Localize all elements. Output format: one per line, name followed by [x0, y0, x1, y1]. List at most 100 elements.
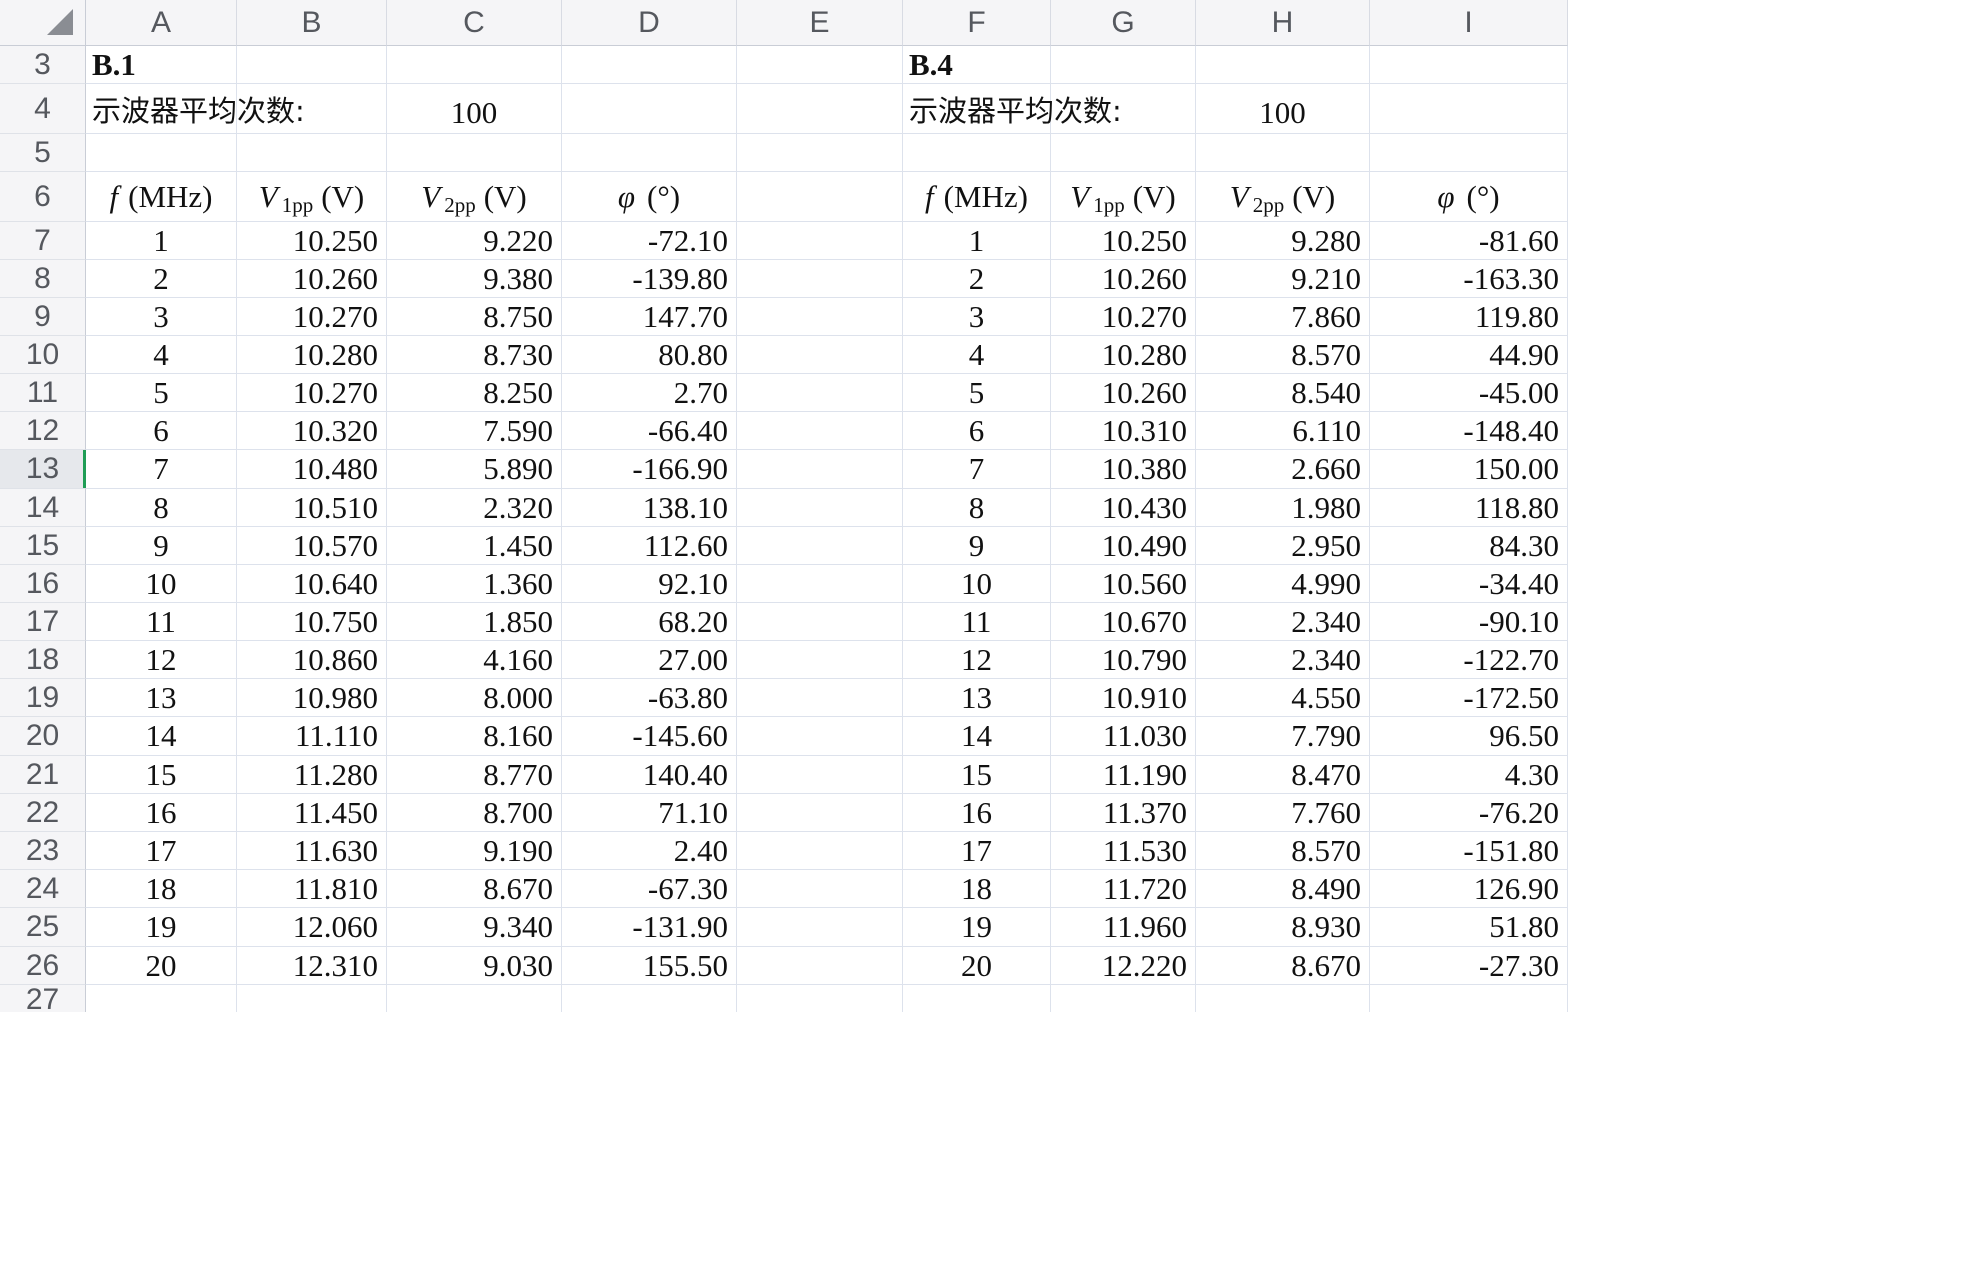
cell[interactable]	[1051, 84, 1196, 134]
row-header-25[interactable]: 25	[0, 908, 86, 947]
b1-v1pp-cell[interactable]: 10.640	[237, 565, 387, 603]
b4-phase-cell[interactable]: 84.30	[1370, 527, 1568, 565]
b4-v2pp-cell[interactable]: 2.340	[1196, 603, 1370, 641]
b1-phase-cell[interactable]: 92.10	[562, 565, 737, 603]
b1-frequency-cell[interactable]: 16	[86, 794, 237, 832]
b4-header-v1pp[interactable]: V 1pp (V)	[1051, 172, 1196, 222]
b4-v2pp-cell[interactable]: 8.570	[1196, 336, 1370, 374]
b4-v2pp-cell[interactable]: 4.990	[1196, 565, 1370, 603]
b1-header-v2pp[interactable]: V 2pp (V)	[387, 172, 562, 222]
b1-frequency-cell[interactable]: 7	[86, 450, 237, 489]
b1-frequency-cell[interactable]: 6	[86, 412, 237, 450]
b1-phase-cell[interactable]: 2.70	[562, 374, 737, 412]
b4-frequency-cell[interactable]: 1	[903, 222, 1051, 260]
b1-v1pp-cell[interactable]: 11.280	[237, 756, 387, 794]
b4-v2pp-cell[interactable]: 6.110	[1196, 412, 1370, 450]
row-header-24[interactable]: 24	[0, 870, 86, 908]
cell[interactable]	[737, 641, 903, 679]
b4-v1pp-cell[interactable]: 10.560	[1051, 565, 1196, 603]
b4-header-frequency[interactable]: f (MHz)	[903, 172, 1051, 222]
b4-frequency-cell[interactable]: 8	[903, 489, 1051, 527]
b1-frequency-cell[interactable]: 5	[86, 374, 237, 412]
b1-phase-cell[interactable]: -66.40	[562, 412, 737, 450]
b4-frequency-cell[interactable]: 20	[903, 947, 1051, 985]
b4-average-count-value[interactable]: 100	[1196, 84, 1370, 134]
cell[interactable]	[737, 603, 903, 641]
cell[interactable]	[562, 46, 737, 84]
b4-v1pp-cell[interactable]: 11.030	[1051, 717, 1196, 756]
b1-phase-cell[interactable]: -63.80	[562, 679, 737, 717]
b4-frequency-cell[interactable]: 10	[903, 565, 1051, 603]
row-header-13[interactable]: 13	[0, 450, 86, 489]
b4-v1pp-cell[interactable]: 11.530	[1051, 832, 1196, 870]
b1-v1pp-cell[interactable]: 10.250	[237, 222, 387, 260]
b4-frequency-cell[interactable]: 7	[903, 450, 1051, 489]
b1-phase-cell[interactable]: -145.60	[562, 717, 737, 756]
cell[interactable]	[237, 134, 387, 172]
row-header-27[interactable]: 27	[0, 983, 86, 1012]
b1-v2pp-cell[interactable]: 1.850	[387, 603, 562, 641]
b1-v2pp-cell[interactable]: 1.360	[387, 565, 562, 603]
b4-v1pp-cell[interactable]: 11.370	[1051, 794, 1196, 832]
b4-v2pp-cell[interactable]: 7.760	[1196, 794, 1370, 832]
row-header-21[interactable]: 21	[0, 756, 86, 794]
b4-v2pp-cell[interactable]: 8.490	[1196, 870, 1370, 908]
b4-frequency-cell[interactable]: 12	[903, 641, 1051, 679]
row-header-17[interactable]: 17	[0, 603, 86, 641]
cell[interactable]	[387, 985, 562, 1012]
b4-frequency-cell[interactable]: 4	[903, 336, 1051, 374]
b4-frequency-cell[interactable]: 3	[903, 298, 1051, 336]
b1-v1pp-cell[interactable]: 10.480	[237, 450, 387, 489]
column-header-a[interactable]: A	[86, 0, 237, 46]
b4-phase-cell[interactable]: 96.50	[1370, 717, 1568, 756]
b4-phase-cell[interactable]: -172.50	[1370, 679, 1568, 717]
b1-v2pp-cell[interactable]: 8.000	[387, 679, 562, 717]
b4-frequency-cell[interactable]: 9	[903, 527, 1051, 565]
cell[interactable]	[237, 46, 387, 84]
b4-v2pp-cell[interactable]: 4.550	[1196, 679, 1370, 717]
b1-v1pp-cell[interactable]: 10.570	[237, 527, 387, 565]
b1-v1pp-cell[interactable]: 10.510	[237, 489, 387, 527]
cell[interactable]	[1196, 134, 1370, 172]
cell[interactable]	[387, 134, 562, 172]
row-header-4[interactable]: 4	[0, 84, 86, 134]
spreadsheet-grid[interactable]: A B C D E F G H I 3 4 5 6 7 8 9 10 11 12 13 14 15 16 17 18 19 20 21…	[0, 0, 1568, 1012]
b4-phase-cell[interactable]: 51.80	[1370, 908, 1568, 947]
b1-frequency-cell[interactable]: 20	[86, 947, 237, 985]
cell[interactable]	[737, 450, 903, 489]
b1-phase-cell[interactable]: 27.00	[562, 641, 737, 679]
b1-v1pp-cell[interactable]: 10.320	[237, 412, 387, 450]
b1-phase-cell[interactable]: -67.30	[562, 870, 737, 908]
b4-v1pp-cell[interactable]: 11.190	[1051, 756, 1196, 794]
b4-phase-cell[interactable]: 44.90	[1370, 336, 1568, 374]
b4-phase-cell[interactable]: 4.30	[1370, 756, 1568, 794]
column-header-i[interactable]: I	[1370, 0, 1568, 46]
b1-frequency-cell[interactable]: 3	[86, 298, 237, 336]
b1-phase-cell[interactable]: -139.80	[562, 260, 737, 298]
b1-frequency-cell[interactable]: 11	[86, 603, 237, 641]
b4-v2pp-cell[interactable]: 2.660	[1196, 450, 1370, 489]
b4-phase-cell[interactable]: -27.30	[1370, 947, 1568, 985]
b1-frequency-cell[interactable]: 15	[86, 756, 237, 794]
cell[interactable]	[737, 260, 903, 298]
cell[interactable]	[737, 794, 903, 832]
b1-average-count-value[interactable]: 100	[387, 84, 562, 134]
b4-header-phase[interactable]: φ (°)	[1370, 172, 1568, 222]
row-header-15[interactable]: 15	[0, 527, 86, 565]
b1-v1pp-cell[interactable]: 12.060	[237, 908, 387, 947]
b4-frequency-cell[interactable]: 16	[903, 794, 1051, 832]
b4-phase-cell[interactable]: -122.70	[1370, 641, 1568, 679]
b1-phase-cell[interactable]: -72.10	[562, 222, 737, 260]
b1-average-count-label[interactable]: 示波器平均次数:	[86, 84, 305, 134]
b4-frequency-cell[interactable]: 13	[903, 679, 1051, 717]
row-header-20[interactable]: 20	[0, 717, 86, 756]
b4-v1pp-cell[interactable]: 11.720	[1051, 870, 1196, 908]
row-header-8[interactable]: 8	[0, 260, 86, 298]
b1-v2pp-cell[interactable]: 8.730	[387, 336, 562, 374]
cell[interactable]	[1196, 985, 1370, 1012]
b4-v2pp-cell[interactable]: 8.930	[1196, 908, 1370, 947]
cell[interactable]	[737, 84, 903, 134]
column-header-c[interactable]: C	[387, 0, 562, 46]
b4-v1pp-cell[interactable]: 10.260	[1051, 260, 1196, 298]
row-header-22[interactable]: 22	[0, 794, 86, 832]
